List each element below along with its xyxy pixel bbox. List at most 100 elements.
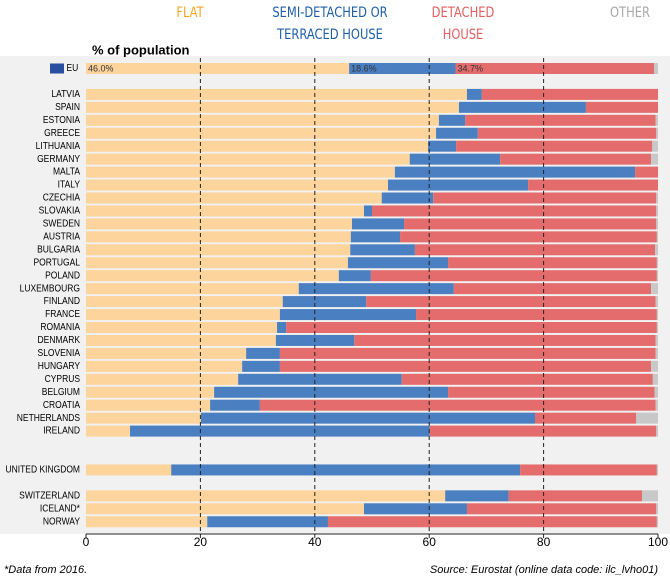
y-tick-label: BULGARIA (37, 244, 81, 255)
bar-segment (86, 218, 352, 230)
x-tick-label: 60 (423, 535, 437, 549)
bar-segment (458, 101, 586, 113)
bar-segment (86, 114, 439, 126)
bar-segment (86, 192, 382, 204)
y-tick-label: ESTONIA (43, 114, 81, 125)
bar-segment (404, 218, 657, 230)
bar-segment (350, 244, 415, 256)
bar-segment (508, 490, 642, 502)
bar-segment (277, 322, 287, 333)
bar-segment (656, 205, 658, 217)
bar-segment (381, 192, 434, 204)
legend-entry: DETACHED HOUSE (431, 5, 495, 43)
bar-segment (86, 360, 243, 372)
bar-segment (86, 127, 437, 139)
bar-segment (86, 503, 364, 515)
bar-segment (86, 166, 395, 178)
bar-segment (654, 386, 658, 398)
plot-background (0, 56, 670, 534)
bar-segment (86, 244, 351, 256)
y-tick-label: CZECHIA (43, 192, 81, 203)
bar-segment (651, 153, 658, 165)
bar-segment (655, 334, 658, 346)
value-label: 46.0% (88, 63, 114, 73)
bar-segment (651, 283, 658, 295)
bar-segment (86, 283, 299, 295)
bar-segment (635, 166, 658, 178)
y-tick-label: CROATIA (43, 399, 81, 410)
bar-segment (641, 490, 658, 502)
bar-segment (656, 192, 658, 204)
bar-segment (86, 399, 211, 411)
bar-segment (428, 140, 457, 152)
bar-segment (656, 127, 658, 139)
bar-segment (453, 283, 652, 295)
y-tick-label: ICELAND* (40, 503, 80, 514)
bar-segment (445, 490, 509, 502)
bar-segment (363, 205, 372, 217)
bar-segment (86, 373, 239, 385)
bar-segment (86, 270, 339, 282)
bar-segment (651, 360, 658, 372)
bar-segment (401, 373, 653, 385)
bar-segment (354, 334, 656, 346)
y-tick-label: FINLAND (44, 296, 81, 307)
bar-segment (655, 399, 658, 411)
bar-segment (279, 347, 656, 359)
bar-segment (86, 205, 364, 217)
bar-segment (438, 114, 466, 126)
y-tick-label: ITALY (58, 179, 80, 190)
value-label: 18.6% (351, 63, 377, 73)
x-tick-label: 20 (194, 535, 208, 549)
y-tick-label: AUSTRIA (43, 231, 81, 242)
footnote: *Data from 2016. (4, 564, 87, 576)
bar-segment (652, 373, 658, 385)
bar-segment (238, 373, 402, 385)
bar-segment (351, 218, 405, 230)
bar-segment (500, 153, 652, 165)
y-tick-label: FRANCE (45, 309, 80, 320)
bar-segment (171, 464, 521, 476)
bar-segment (409, 153, 501, 165)
bar-segment (448, 386, 655, 398)
bar-segment (656, 425, 658, 437)
y-tick-label: IRELAND (43, 425, 80, 436)
y-tick-label: LATVIA (51, 88, 80, 99)
bar-segment (388, 179, 529, 191)
bar-segment (656, 309, 658, 321)
y-tick-label: ROMANIA (40, 322, 80, 333)
y-tick-label: BELGIUM (42, 386, 80, 397)
bar-segment (207, 516, 328, 528)
bar-segment (394, 166, 636, 178)
bar-segment (466, 503, 657, 515)
bar-segment (86, 140, 429, 152)
bar-segment (656, 270, 658, 282)
bar-segment (86, 322, 278, 333)
bar-segment (520, 464, 657, 476)
bar-segment (86, 88, 467, 100)
y-tick-label: GERMANY (37, 153, 80, 164)
bar-segment (656, 503, 658, 515)
bar-segment (656, 231, 658, 243)
bar-segment (86, 179, 389, 191)
y-tick-label: NETHERLANDS (17, 412, 80, 423)
bar-segment (86, 153, 410, 165)
bar-segment (282, 296, 367, 308)
legend-entry: FLAT (176, 5, 204, 21)
bar-segment (363, 503, 467, 515)
bar-segment (416, 309, 657, 321)
bar-segment (455, 63, 654, 74)
x-tick-label: 80 (537, 535, 551, 549)
bar-segment (636, 412, 658, 424)
bar-segment (481, 88, 658, 100)
bar-segment (466, 88, 482, 100)
bar-segment (86, 516, 208, 528)
source: Source: Eurostat (online data code: ilc_… (430, 564, 658, 576)
y-tick-label: LITHUANIA (36, 140, 81, 151)
bar-segment (86, 347, 247, 359)
bar-segment (656, 464, 658, 476)
bar-segment (465, 114, 656, 126)
bar-segment (655, 114, 658, 126)
